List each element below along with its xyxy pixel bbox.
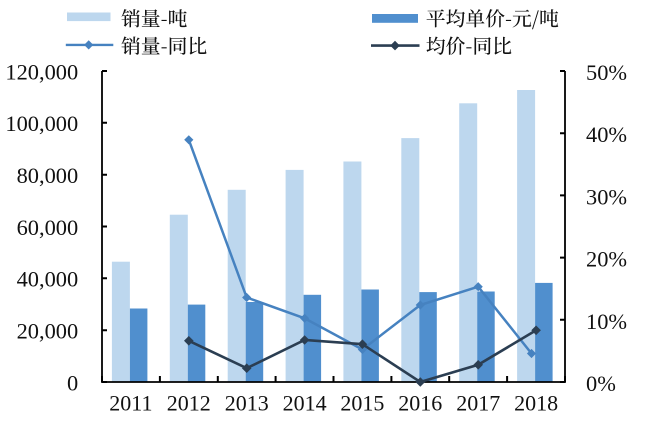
svg-text:20%: 20% [586, 247, 627, 272]
svg-text:120,000: 120,000 [5, 59, 78, 84]
svg-text:50%: 50% [586, 60, 627, 85]
svg-text:2017: 2017 [456, 391, 500, 416]
svg-text:0: 0 [67, 370, 78, 395]
svg-text:2015: 2015 [340, 391, 384, 416]
svg-text:2014: 2014 [283, 391, 327, 416]
svg-text:80,000: 80,000 [17, 163, 79, 188]
svg-text:2016: 2016 [398, 391, 442, 416]
svg-text:2011: 2011 [109, 391, 152, 416]
svg-text:40,000: 40,000 [17, 267, 79, 292]
svg-text:0%: 0% [586, 371, 616, 396]
svg-text:2018: 2018 [514, 391, 558, 416]
svg-text:40%: 40% [586, 122, 627, 147]
svg-text:100,000: 100,000 [5, 111, 78, 136]
svg-text:10%: 10% [586, 309, 627, 334]
svg-text:20,000: 20,000 [17, 319, 79, 344]
svg-text:2013: 2013 [225, 391, 269, 416]
svg-text:2012: 2012 [167, 391, 211, 416]
svg-text:60,000: 60,000 [17, 215, 79, 240]
svg-text:30%: 30% [586, 184, 627, 209]
